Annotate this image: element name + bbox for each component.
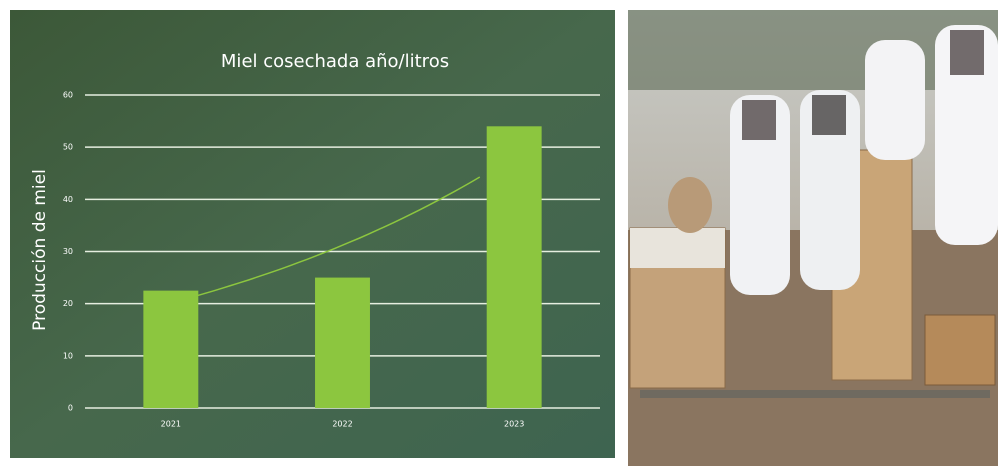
y-axis-label: Producción de miel	[30, 169, 50, 331]
y-tick-label: 20	[63, 299, 73, 308]
x-tick-label: 2021	[161, 420, 181, 429]
x-tick-label: 2022	[332, 420, 352, 429]
bar	[486, 126, 542, 409]
y-tick-label: 30	[63, 247, 73, 256]
x-tick-label: 2023	[504, 420, 524, 429]
bar	[315, 277, 370, 408]
y-tick-label: 40	[63, 195, 73, 204]
y-tick-label: 10	[63, 351, 73, 360]
chart-title: Miel cosechada año/litros	[221, 51, 449, 72]
bar	[143, 290, 199, 408]
photo	[628, 10, 998, 466]
trendline	[170, 176, 481, 304]
y-tick-label: 0	[68, 404, 73, 413]
y-tick-label: 50	[63, 143, 73, 152]
y-tick-label: 60	[63, 91, 73, 100]
